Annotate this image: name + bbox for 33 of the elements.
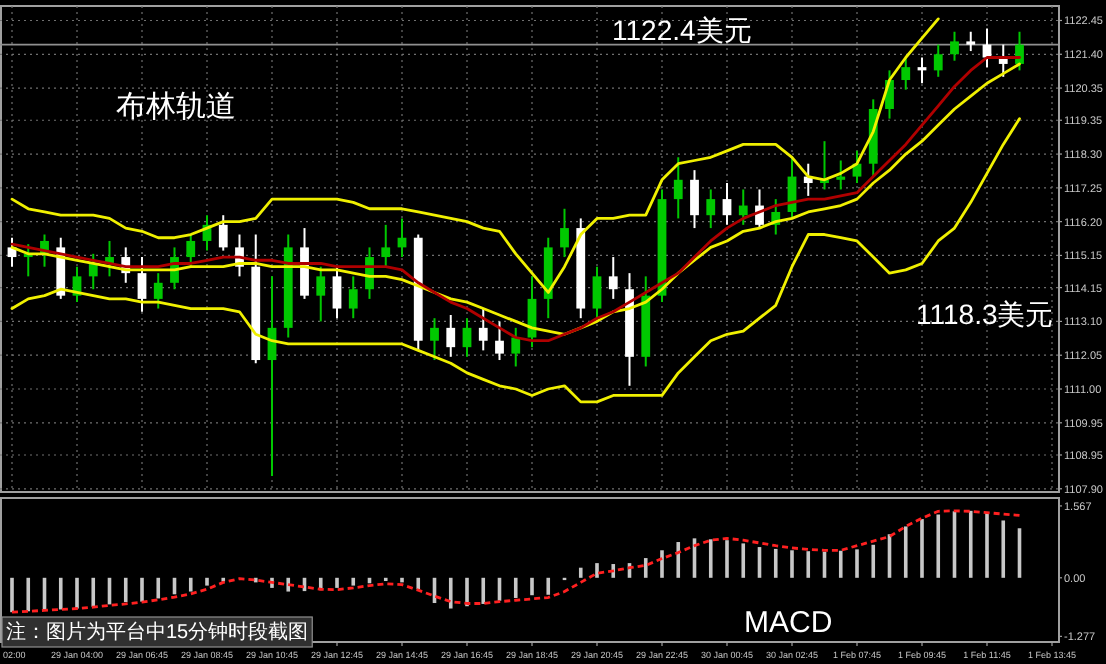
candlestick [738, 188, 748, 226]
candlestick [446, 313, 456, 358]
candlestick [608, 256, 618, 300]
candlestick [722, 182, 732, 226]
candlestick [673, 156, 683, 220]
candlestick [933, 43, 943, 78]
line-series [10, 17, 940, 294]
candlestick [592, 265, 602, 323]
candlestick [836, 159, 846, 191]
line-series [10, 509, 1021, 614]
annotation: 注：图片为平台中15分钟时段截图 [6, 620, 309, 644]
candlestick [901, 56, 911, 91]
candlestick [218, 214, 228, 252]
annotation: 1122.4美元 [612, 14, 752, 46]
candlestick [966, 30, 976, 53]
candlestick [186, 233, 196, 268]
annotation: MACD [744, 606, 833, 640]
candlestick [495, 320, 504, 362]
candlestick [430, 317, 439, 362]
candlestick [316, 265, 326, 323]
candlestick [332, 265, 342, 320]
candlestick [690, 169, 699, 230]
candlestick [706, 188, 716, 230]
candlestick [381, 223, 391, 268]
candlestick [153, 272, 163, 310]
candlestick [560, 207, 569, 259]
candlestick [137, 256, 147, 313]
candlestick [511, 326, 521, 368]
annotation: 布林轨道 [116, 90, 236, 124]
candlestick [348, 275, 358, 320]
candlestick [478, 307, 488, 352]
annotation: 1118.3美元 [916, 298, 1054, 330]
candlestick [950, 30, 959, 62]
